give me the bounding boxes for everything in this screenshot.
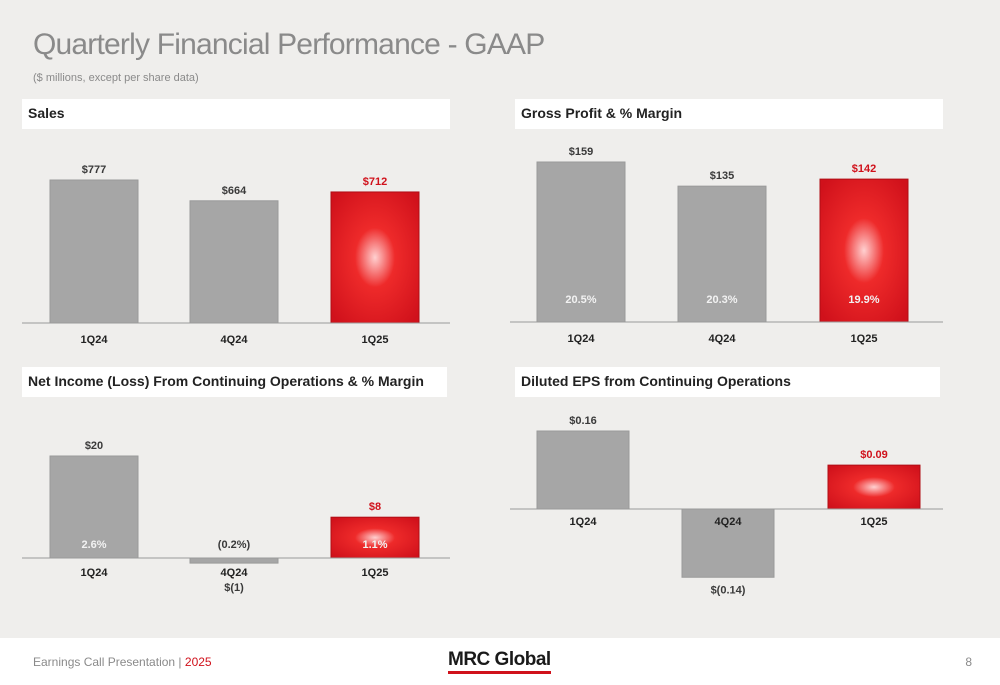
bar-1q24: [49, 179, 139, 324]
bar-1q24: [49, 455, 139, 559]
page-subtitle: ($ millions, except per share data): [33, 72, 199, 84]
footer-separator: |: [178, 655, 182, 669]
value-label-4q24: $(1): [224, 582, 244, 594]
margin-label-1q24: 2.6%: [81, 539, 106, 551]
margin-label-4q24: 20.3%: [706, 294, 737, 306]
category-label-1q24: 1Q24: [568, 333, 596, 345]
bar-1q24: [536, 430, 630, 510]
value-label-1q24: $20: [85, 440, 103, 452]
gross-profit-panel-title: Gross Profit & % Margin: [515, 99, 943, 129]
value-label-1q25: $142: [852, 163, 876, 175]
value-label-4q24: $135: [710, 170, 734, 182]
diluted-eps-panel-title: Diluted EPS from Continuing Operations: [515, 367, 940, 397]
bar-4q24: [189, 557, 279, 564]
category-label-4q24: 4Q24: [221, 334, 249, 346]
category-label-1q24: 1Q24: [81, 567, 109, 579]
category-label-4q24: 4Q24: [709, 333, 737, 345]
value-label-1q24: $777: [82, 164, 106, 176]
footer-presentation-name: Earnings Call Presentation: [33, 655, 176, 669]
bar-4q24: [677, 185, 767, 323]
diluted-eps-chart: $0.16 1Q24 $(0.14) 4Q24 $0.09 1Q25: [510, 415, 943, 596]
bar-4q24: [189, 200, 279, 324]
bar-1q25: [330, 516, 420, 559]
margin-label-1q24: 20.5%: [565, 294, 596, 306]
category-label-1q25: 1Q25: [362, 567, 389, 579]
category-label-1q24: 1Q24: [81, 334, 109, 346]
category-label-1q25: 1Q25: [362, 334, 389, 346]
page-number: 8: [965, 655, 972, 669]
sales-panel-title: Sales: [22, 99, 450, 129]
value-label-1q25: $0.09: [860, 449, 888, 461]
value-label-4q24: $664: [222, 185, 247, 197]
category-label-1q25: 1Q25: [861, 516, 888, 528]
page-title: Quarterly Financial Performance - GAAP: [33, 28, 545, 61]
value-label-4q24: $(0.14): [711, 584, 746, 596]
net-income-chart: $20 2.6% 1Q24 $(1) (0.2%) 4Q24 $8 1.1% 1Q25: [22, 440, 450, 594]
bar-4q24: [681, 508, 775, 578]
margin-label-1q25: 19.9%: [848, 294, 879, 306]
sales-chart: $777 1Q24 $664 4Q24 $712 1Q25: [22, 164, 450, 346]
gross-profit-chart: $159 20.5% 1Q24 $135 20.3% 4Q24 $142 19.9% 1Q25: [510, 146, 943, 345]
bar-1q25: [827, 464, 921, 510]
margin-label-1q25: 1.1%: [362, 539, 387, 551]
net-income-panel-title: Net Income (Loss) From Continuing Operat…: [22, 367, 447, 397]
footer: Earnings Call Presentation | 2025 MRC Gl…: [0, 638, 1000, 685]
category-label-1q24: 1Q24: [570, 516, 598, 528]
footer-presentation-label: Earnings Call Presentation | 2025: [33, 655, 212, 669]
margin-label-4q24: (0.2%): [218, 539, 251, 551]
value-label-1q25: $712: [363, 176, 387, 188]
value-label-1q25: $8: [369, 501, 381, 513]
category-label-1q25: 1Q25: [851, 333, 878, 345]
value-label-1q24: $159: [569, 146, 593, 158]
value-label-1q24: $0.16: [569, 415, 597, 427]
footer-year: 2025: [184, 655, 212, 669]
category-label-4q24: 4Q24: [221, 567, 249, 579]
mrc-global-logo: MRC Global: [448, 650, 551, 674]
bar-1q25: [330, 191, 420, 324]
category-label-4q24: 4Q24: [715, 516, 743, 528]
